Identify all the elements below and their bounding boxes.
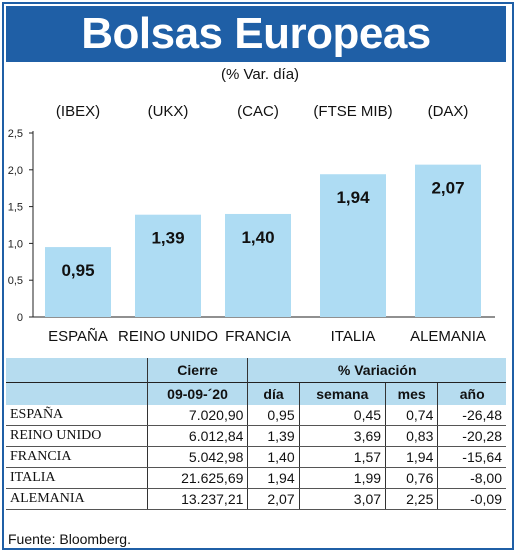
cell-mes: 2,25: [385, 488, 438, 510]
cell-cierre: 7.020,90: [146, 405, 248, 426]
source-note: Fuente: Bloomberg.: [8, 531, 131, 547]
cell-ano: -26,48: [437, 405, 506, 426]
table-row: ALEMANIA 13.237,21 2,07 3,07 2,25 -0,09: [6, 488, 506, 510]
x-category-label: FRANCIA: [225, 328, 291, 345]
cell-cierre: 5.042,98: [146, 446, 248, 468]
cell-semana: 3,07: [298, 488, 386, 510]
bars: 0,95 1,39 1,40 1,94 2,07: [45, 164, 481, 317]
title-bar: Bolsas Europeas: [6, 6, 506, 62]
x-category-label: REINO UNIDO: [118, 328, 218, 345]
table-corner-2: [6, 382, 148, 405]
x-axis-labels: ESPAÑA REINO UNIDO FRANCIA ITALIA ALEMANIA: [48, 328, 486, 345]
row-name: FRANCIA: [6, 446, 148, 468]
table-row: FRANCIA 5.042,98 1,40 1,57 1,94 -15,64: [6, 446, 506, 468]
data-table: Cierre % Variación 09-09-´20 día semana …: [6, 358, 506, 510]
row-name: ALEMANIA: [6, 488, 148, 510]
cell-mes: 0,76: [385, 467, 438, 489]
x-category-label: ALEMANIA: [410, 328, 486, 345]
table-row: REINO UNIDO 6.012,84 1,39 3,69 0,83 -20,28: [6, 425, 506, 447]
cell-dia: 1,94: [247, 467, 300, 489]
cell-ano: -0,09: [437, 488, 506, 510]
bar: [320, 174, 386, 317]
cell-mes: 0,74: [385, 405, 438, 426]
index-label: (FTSE MIB): [313, 103, 392, 120]
bar-chart: (IBEX) (UKX) (CAC) (FTSE MIB) (DAX) 0 0,5 1,0 1…: [8, 103, 495, 345]
cell-semana: 1,99: [298, 467, 386, 489]
cell-ano: -15,64: [437, 446, 506, 468]
y-tick-label: 2,5: [8, 128, 23, 140]
cell-semana: 3,69: [298, 425, 386, 447]
bar-value-label: 1,40: [241, 228, 274, 247]
index-label: (UKX): [148, 103, 189, 120]
cell-dia: 1,40: [247, 446, 300, 468]
cell-cierre: 13.237,21: [146, 488, 248, 510]
header-date: 09-09-´20: [146, 382, 248, 405]
table-row: ITALIA 21.625,69 1,94 1,99 0,76 -8,00: [6, 467, 506, 489]
bar: [45, 247, 111, 317]
bar: [225, 213, 291, 317]
header-cierre: Cierre: [146, 358, 248, 383]
chart-title: Bolsas Europeas: [81, 9, 431, 58]
bar: [135, 214, 201, 317]
chart-subtitle: (% Var. día): [220, 66, 300, 83]
x-category-label: ESPAÑA: [48, 328, 108, 345]
cell-mes: 0,83: [385, 425, 438, 447]
y-tick-label: 1,0: [8, 238, 23, 250]
row-name: ESPAÑA: [6, 405, 148, 426]
row-name: REINO UNIDO: [6, 425, 148, 447]
graphic-frame: [2, 2, 514, 550]
bar-value-label: 2,07: [431, 179, 464, 198]
index-label: (DAX): [428, 103, 469, 120]
index-labels: (IBEX) (UKX) (CAC) (FTSE MIB) (DAX): [56, 103, 469, 120]
index-label: (IBEX): [56, 103, 100, 120]
row-name: ITALIA: [6, 467, 148, 489]
x-category-label: ITALIA: [331, 328, 376, 345]
cell-ano: -20,28: [437, 425, 506, 447]
bar-value-label: 1,94: [336, 188, 370, 207]
cell-cierre: 6.012,84: [146, 425, 248, 447]
table-row: ESPAÑA 7.020,90 0,95 0,45 0,74 -26,48: [6, 405, 506, 426]
y-tick-label: 0: [17, 312, 23, 324]
cell-cierre: 21.625,69: [146, 467, 248, 489]
header-mes: mes: [385, 382, 438, 405]
bar: [415, 164, 481, 317]
cell-semana: 0,45: [298, 405, 386, 426]
bar-value-label: 0,95: [61, 261, 94, 280]
table-corner: [6, 358, 148, 383]
index-label: (CAC): [237, 103, 279, 120]
cell-mes: 1,94: [385, 446, 438, 468]
header-dia: día: [247, 382, 300, 405]
cell-dia: 1,39: [247, 425, 300, 447]
cell-semana: 1,57: [298, 446, 386, 468]
header-ano: año: [437, 382, 506, 405]
bar-value-label: 1,39: [151, 229, 184, 248]
cell-ano: -8,00: [437, 467, 506, 489]
cell-dia: 0,95: [247, 405, 300, 426]
header-variacion: % Variación: [247, 358, 506, 383]
y-tick-label: 0,5: [8, 275, 23, 287]
y-tick-label: 1,5: [8, 202, 23, 214]
y-tick-label: 2,0: [8, 165, 23, 177]
cell-dia: 2,07: [247, 488, 300, 510]
header-semana: semana: [298, 382, 386, 405]
